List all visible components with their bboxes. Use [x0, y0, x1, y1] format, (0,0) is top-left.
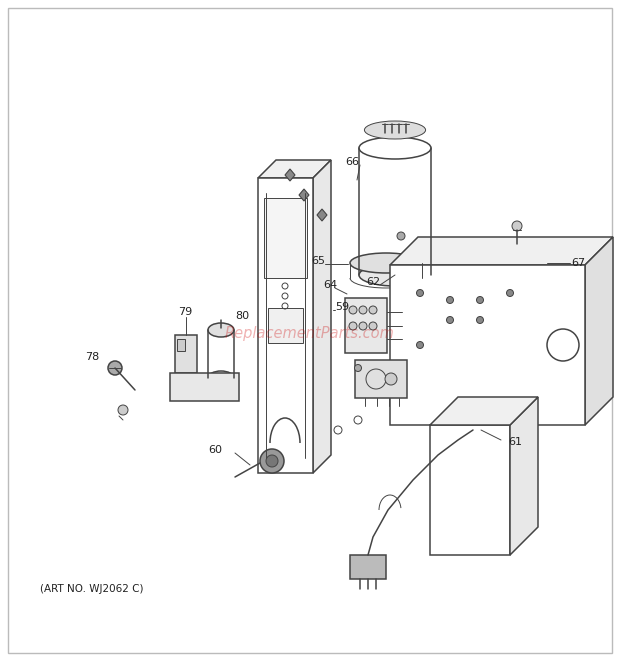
Bar — [175, 335, 197, 373]
Circle shape — [507, 290, 513, 297]
Circle shape — [349, 322, 357, 330]
Text: 59: 59 — [335, 302, 349, 312]
Bar — [258, 178, 313, 473]
Text: (ART NO. WJ2062 C): (ART NO. WJ2062 C) — [40, 584, 143, 594]
Polygon shape — [313, 160, 331, 473]
Polygon shape — [285, 169, 295, 181]
Text: 60: 60 — [208, 445, 222, 455]
Text: 67: 67 — [571, 258, 585, 268]
Ellipse shape — [525, 259, 531, 267]
Circle shape — [118, 405, 128, 415]
Text: ReplacementParts.com: ReplacementParts.com — [225, 327, 395, 341]
Circle shape — [417, 342, 423, 348]
Circle shape — [349, 306, 357, 314]
Bar — [430, 425, 510, 555]
Circle shape — [359, 322, 367, 330]
Circle shape — [397, 232, 405, 240]
Polygon shape — [510, 397, 538, 555]
Circle shape — [477, 317, 484, 323]
Circle shape — [369, 306, 377, 314]
Polygon shape — [430, 397, 538, 425]
Circle shape — [385, 373, 397, 385]
Ellipse shape — [350, 253, 422, 273]
Ellipse shape — [515, 259, 521, 267]
Circle shape — [260, 449, 284, 473]
Text: 66: 66 — [345, 157, 359, 167]
Polygon shape — [258, 160, 331, 178]
Text: 64: 64 — [323, 280, 337, 290]
Text: 79: 79 — [178, 307, 192, 317]
Ellipse shape — [208, 371, 234, 385]
Polygon shape — [585, 237, 613, 425]
Ellipse shape — [535, 259, 541, 267]
Circle shape — [108, 361, 122, 375]
Bar — [490, 248, 545, 278]
Circle shape — [512, 221, 522, 231]
Bar — [177, 339, 185, 351]
Polygon shape — [317, 209, 327, 221]
Text: 78: 78 — [85, 352, 99, 362]
Bar — [345, 298, 387, 353]
Bar — [264, 198, 307, 278]
Bar — [355, 360, 407, 398]
Circle shape — [417, 290, 423, 297]
Circle shape — [477, 297, 484, 303]
Ellipse shape — [208, 323, 234, 337]
Ellipse shape — [505, 259, 511, 267]
Bar — [390, 265, 585, 425]
Circle shape — [359, 306, 367, 314]
Circle shape — [446, 297, 453, 303]
Polygon shape — [390, 237, 613, 265]
Bar — [350, 555, 386, 579]
Text: 62: 62 — [366, 277, 380, 287]
Bar — [268, 308, 303, 343]
Ellipse shape — [359, 264, 431, 286]
Ellipse shape — [495, 259, 501, 267]
Text: 61: 61 — [508, 437, 522, 447]
Bar — [170, 373, 239, 401]
Circle shape — [355, 364, 361, 371]
Circle shape — [266, 455, 278, 467]
Text: 65: 65 — [311, 256, 325, 266]
Circle shape — [369, 322, 377, 330]
Ellipse shape — [359, 137, 431, 159]
Circle shape — [446, 317, 453, 323]
Ellipse shape — [365, 121, 425, 139]
Text: 80: 80 — [235, 311, 249, 321]
Polygon shape — [299, 189, 309, 201]
